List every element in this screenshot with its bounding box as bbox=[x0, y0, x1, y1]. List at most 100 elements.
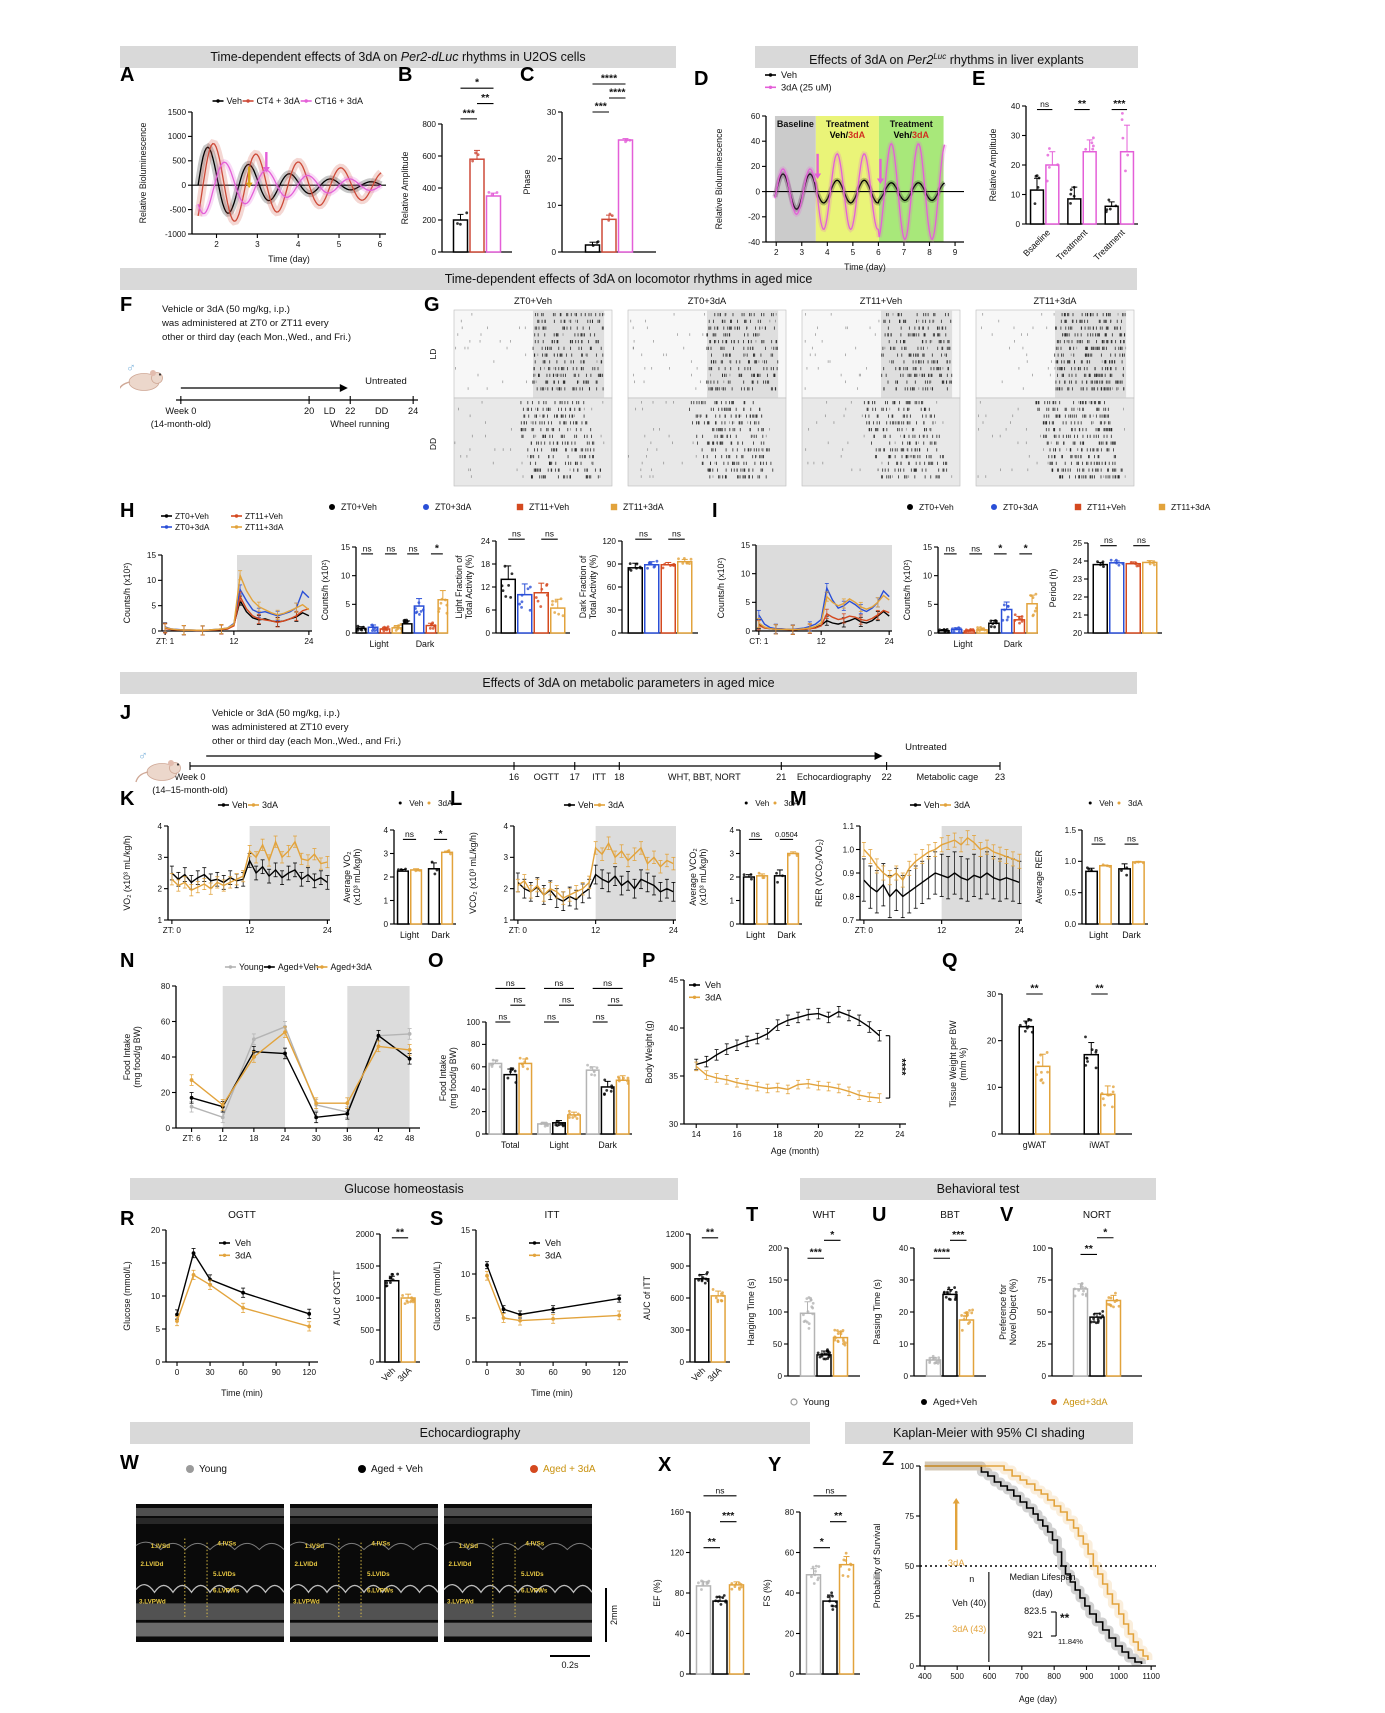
svg-text:120: 120 bbox=[302, 1368, 316, 1377]
svg-text:ns: ns bbox=[512, 529, 521, 539]
dark-phase-shading bbox=[756, 545, 892, 631]
svg-text:ns: ns bbox=[405, 829, 414, 839]
svg-text:ns: ns bbox=[545, 529, 554, 539]
echo-image bbox=[444, 1504, 592, 1642]
panel-letter-I: I bbox=[712, 500, 718, 522]
svg-text:1: 1 bbox=[729, 896, 734, 905]
svg-text:17: 17 bbox=[570, 772, 580, 782]
svg-text:CT4 + 3dA: CT4 + 3dA bbox=[257, 96, 300, 106]
svg-text:**: ** bbox=[1078, 98, 1087, 110]
svg-text:10: 10 bbox=[741, 569, 751, 578]
svg-text:6.LVPWs: 6.LVPWs bbox=[521, 1587, 548, 1594]
bar bbox=[838, 1563, 855, 1675]
bar bbox=[677, 560, 693, 634]
svg-text:18: 18 bbox=[481, 560, 491, 569]
svg-text:1200: 1200 bbox=[666, 1230, 685, 1239]
panel-letter-H: H bbox=[120, 500, 135, 522]
svg-text:3dA: 3dA bbox=[705, 992, 722, 1002]
svg-text:ns: ns bbox=[596, 1012, 605, 1022]
svg-text:3.LVPWd: 3.LVPWd bbox=[293, 1598, 320, 1605]
bar bbox=[942, 1293, 958, 1377]
svg-text:AUC of ITT: AUC of ITT bbox=[642, 1275, 652, 1320]
svg-text:Passing Time (s): Passing Time (s) bbox=[872, 1279, 882, 1345]
svg-text:3dA: 3dA bbox=[784, 799, 799, 808]
svg-text:Dark: Dark bbox=[1122, 930, 1141, 940]
svg-text:Total: Total bbox=[501, 1140, 520, 1150]
panel-letter-J: J bbox=[120, 702, 132, 724]
svg-text:4: 4 bbox=[296, 240, 301, 249]
header-text: rhythms in liver explants bbox=[946, 53, 1084, 68]
svg-text:***: *** bbox=[1113, 98, 1126, 110]
svg-text:20: 20 bbox=[161, 1088, 171, 1097]
svg-text:ITT: ITT bbox=[592, 772, 606, 782]
section-header-metabolic: Effects of 3dA on metabolic parameters i… bbox=[120, 672, 1137, 694]
svg-text:ZT11+Veh: ZT11+Veh bbox=[245, 511, 283, 521]
svg-text:30: 30 bbox=[899, 1276, 909, 1285]
svg-text:30: 30 bbox=[547, 108, 557, 117]
svg-text:other or third day (each Mon.,: other or third day (each Mon.,Wed., and … bbox=[212, 736, 401, 747]
bar bbox=[601, 218, 617, 253]
svg-text:5.LVIDs: 5.LVIDs bbox=[521, 1571, 544, 1578]
svg-text:ZT0+Veh: ZT0+Veh bbox=[919, 502, 954, 512]
svg-text:1.IVSd: 1.IVSd bbox=[305, 1543, 324, 1550]
header-gene-name: Per2-dLuc bbox=[400, 50, 459, 64]
svg-text:21: 21 bbox=[776, 772, 786, 782]
panel-Q-bars: 0 10 20 30 Tissue Weight per BW (m/m %) gWAT iW… bbox=[948, 983, 1132, 1150]
svg-text:Vehicle or 3dA (50 mg/kg, i.p.: Vehicle or 3dA (50 mg/kg, i.p.) bbox=[212, 708, 340, 719]
bar bbox=[1018, 1025, 1034, 1135]
svg-text:Preference for: Preference for bbox=[998, 1284, 1008, 1340]
svg-text:900: 900 bbox=[670, 1262, 684, 1271]
panel-I-line: 0 5 10 15 CT: 1 12 24 Counts/h (x10²) bbox=[716, 541, 894, 646]
svg-text:6: 6 bbox=[876, 248, 881, 257]
svg-text:24: 24 bbox=[304, 637, 314, 646]
series-Veh bbox=[197, 146, 382, 214]
panel-G-actograms: LD DD ZT0+Veh ZT0+3dA ZT11+Veh ZT11+3dA bbox=[428, 296, 1135, 487]
svg-text:12: 12 bbox=[937, 926, 947, 935]
svg-text:60: 60 bbox=[549, 1368, 559, 1377]
svg-text:30: 30 bbox=[312, 1134, 322, 1143]
panel-N-line: 0 20 40 60 80 ZT: 6 12 18 24 30 36 42 48 Food Intake(… bbox=[122, 962, 420, 1143]
svg-text:5.LVIDs: 5.LVIDs bbox=[367, 1571, 390, 1578]
svg-text:0: 0 bbox=[755, 187, 760, 196]
svg-text:9: 9 bbox=[953, 248, 958, 257]
svg-text:6: 6 bbox=[485, 606, 490, 615]
svg-text:50: 50 bbox=[1037, 1308, 1047, 1317]
svg-text:2.LVIDd: 2.LVIDd bbox=[448, 1561, 471, 1568]
panel-D-line: Baseline TreatmentVeh/3dATreatmentVeh/3dA… bbox=[714, 70, 964, 272]
svg-text:Dark Fraction of: Dark Fraction of bbox=[578, 555, 588, 618]
header-gene-sup: Luc bbox=[933, 52, 947, 61]
survival-3dA bbox=[924, 1465, 1149, 1660]
svg-text:0: 0 bbox=[679, 1358, 684, 1367]
svg-text:OGTT: OGTT bbox=[534, 772, 560, 782]
panel-letter-K: K bbox=[120, 788, 135, 810]
svg-text:ZT11+3dA: ZT11+3dA bbox=[623, 502, 664, 512]
svg-text:2: 2 bbox=[774, 248, 779, 257]
svg-text:25: 25 bbox=[1073, 539, 1083, 548]
svg-text:35: 35 bbox=[669, 1072, 679, 1081]
svg-text:Veh: Veh bbox=[578, 800, 594, 810]
svg-text:DD: DD bbox=[428, 438, 438, 450]
svg-text:90: 90 bbox=[582, 1368, 592, 1377]
panel-U-bars: 0 10 20 30 40 Passing Time (s) BBT ******* bbox=[872, 1210, 986, 1381]
svg-text:800: 800 bbox=[422, 120, 436, 129]
bar bbox=[1072, 1288, 1089, 1377]
panel-P-line: 30 35 40 45 14 16 18 20 22 24 Body Weight (g) Age (… bbox=[644, 976, 908, 1156]
svg-text:WHT: WHT bbox=[813, 1210, 836, 1221]
svg-text:AUC of OGTT: AUC of OGTT bbox=[332, 1270, 342, 1326]
panel-letter-F: F bbox=[120, 294, 133, 316]
svg-text:Veh: Veh bbox=[235, 1238, 251, 1248]
panel-J-schematic: Vehicle or 3dA (50 mg/kg, i.p.) was admin… bbox=[135, 708, 1005, 795]
svg-text:4: 4 bbox=[157, 822, 162, 831]
svg-text:BBT: BBT bbox=[940, 1210, 959, 1221]
svg-text:3: 3 bbox=[383, 849, 388, 858]
panel-H-counts: 0 5 10 15 Counts/h (x10²) Light Dark ns ns ns * bbox=[320, 542, 449, 649]
bar bbox=[517, 593, 533, 634]
svg-text:-40: -40 bbox=[748, 238, 760, 247]
svg-text:0: 0 bbox=[165, 1124, 170, 1133]
svg-text:Young: Young bbox=[199, 1464, 227, 1475]
svg-text:21: 21 bbox=[1073, 611, 1083, 620]
svg-text:120: 120 bbox=[612, 1368, 626, 1377]
